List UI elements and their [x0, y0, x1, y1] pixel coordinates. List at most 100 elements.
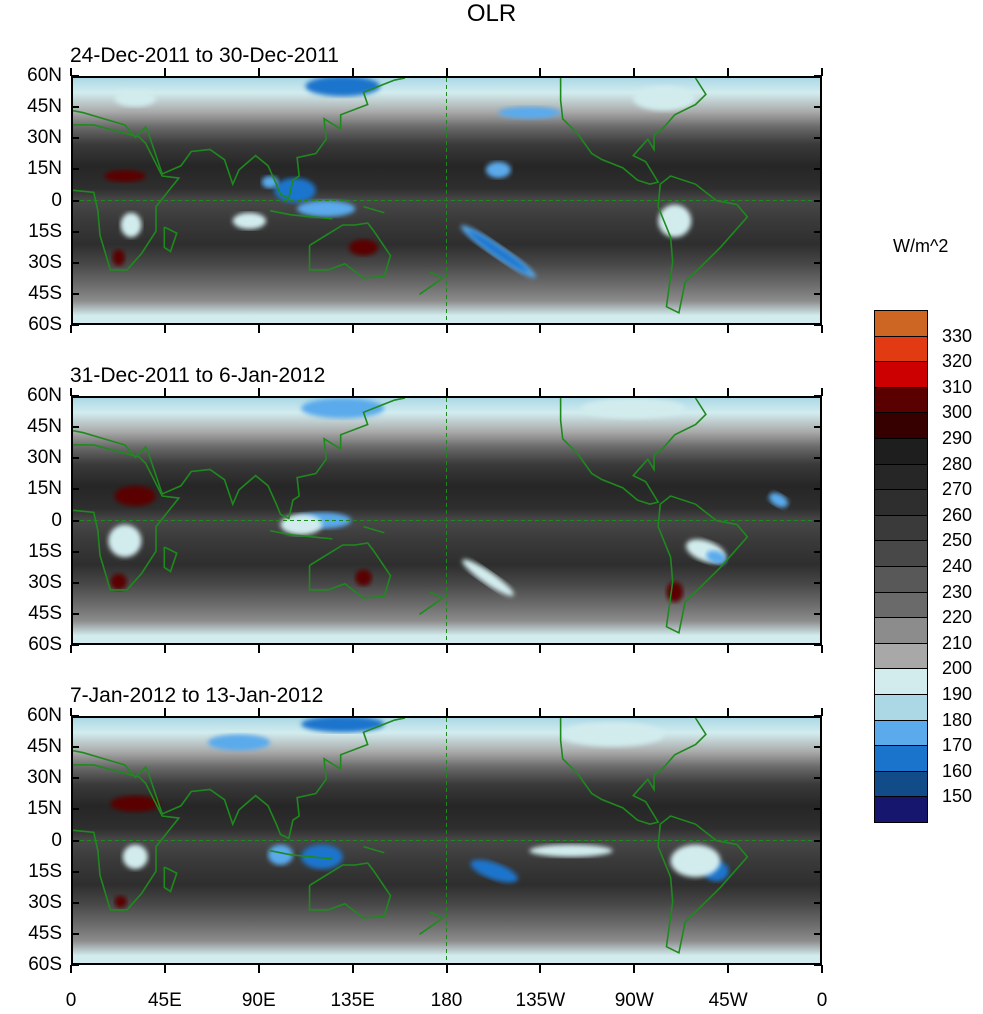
axis-tick: [445, 325, 448, 333]
axis-tick: [71, 839, 79, 842]
axis-tick: [71, 457, 79, 460]
axis-tick: [163, 965, 166, 973]
axis-tick: [814, 932, 822, 935]
colorbar-level-label: 160: [942, 760, 973, 781]
colorbar-swatch: [874, 310, 928, 337]
olr-contour-region: [470, 859, 518, 883]
latitude-label: 60N: [27, 385, 62, 406]
coastline: [73, 78, 405, 198]
olr-contour-region: [498, 106, 561, 119]
axis-tick: [814, 808, 822, 811]
axis-tick: [727, 325, 730, 333]
olr-map: [71, 396, 822, 645]
colorbar-level-label: 260: [942, 504, 973, 525]
colorbar-level-label: 320: [942, 351, 973, 372]
axis-tick: [163, 645, 166, 653]
axis-tick: [727, 965, 730, 973]
colorbar-swatch: [874, 719, 928, 747]
coastline: [364, 207, 385, 213]
colorbar-swatch: [874, 796, 928, 823]
axis-tick: [257, 708, 260, 716]
axis-tick: [71, 581, 79, 584]
axis-tick: [257, 965, 260, 973]
olr-contour-region: [560, 722, 665, 747]
coastline: [270, 531, 332, 539]
olr-contour-region: [268, 844, 293, 865]
axis-tick: [257, 325, 260, 333]
axis-tick: [814, 137, 822, 140]
axis-tick: [71, 488, 79, 491]
coastline: [310, 223, 391, 278]
axis-tick: [257, 645, 260, 653]
colorbar-level-label: 150: [942, 786, 973, 807]
axis-tick: [445, 68, 448, 76]
longitude-label: 135W: [515, 990, 566, 1011]
colorbar-level-label: 230: [942, 581, 973, 602]
colorbar-swatch: [874, 438, 928, 465]
axis-tick: [71, 932, 79, 935]
figure-title: OLR: [466, 0, 517, 27]
latitude-label: 45N: [27, 416, 62, 438]
axis-tick: [70, 965, 72, 973]
axis-tick: [814, 324, 822, 326]
longitude-label: 180: [430, 990, 463, 1011]
axis-tick: [821, 645, 823, 653]
axis-tick: [71, 550, 79, 553]
colorbar-swatch: [874, 335, 928, 363]
olr-contour-region: [114, 90, 156, 107]
longitude-label: 0: [65, 990, 77, 1011]
axis-tick: [351, 68, 354, 76]
axis-tick: [814, 488, 822, 491]
olr-contour-region: [104, 169, 146, 183]
longitude-label: 45E: [147, 990, 182, 1011]
latitude-label: 45S: [28, 282, 62, 304]
axis-tick: [814, 75, 822, 77]
coastline: [164, 227, 176, 252]
axis-tick: [445, 645, 448, 653]
axis-tick: [633, 68, 636, 76]
olr-contour-region: [122, 844, 148, 870]
latitude-label: 60N: [27, 705, 62, 726]
axis-tick: [71, 715, 79, 717]
olr-contour-region: [114, 895, 127, 908]
axis-tick: [71, 168, 79, 171]
axis-tick: [814, 644, 822, 646]
coastline: [658, 496, 747, 633]
olr-contour-region: [297, 200, 356, 217]
colorbar-swatch: [874, 361, 928, 388]
olr-contour-region: [207, 734, 271, 751]
colorbar-level-label: 180: [942, 709, 973, 730]
coastline: [420, 592, 443, 614]
axis-tick: [814, 292, 822, 295]
axis-tick: [539, 68, 542, 76]
coastline: [164, 547, 176, 572]
latitude-label: 30N: [27, 447, 62, 469]
latitude-label: 45S: [28, 922, 62, 944]
latitude-label: 15S: [28, 540, 62, 562]
olr-contour-region: [467, 230, 530, 273]
colorbar-level-label: 200: [942, 658, 973, 679]
coastline: [561, 398, 706, 504]
olr-contour-region: [348, 239, 379, 256]
coastline: [310, 543, 391, 598]
axis-tick: [814, 550, 822, 553]
latitude-label: 45N: [27, 736, 62, 758]
axis-tick: [727, 388, 730, 396]
axis-tick: [814, 199, 822, 202]
latitude-label: 0: [51, 829, 62, 851]
coastline: [310, 863, 391, 918]
latitude-label: 60S: [28, 634, 62, 655]
olr-contour-region: [485, 161, 511, 179]
axis-tick: [727, 645, 730, 653]
longitude-label: 45W: [708, 990, 748, 1011]
axis-tick: [539, 708, 542, 716]
colorbar-swatch: [874, 386, 928, 414]
colorbar-swatch: [874, 540, 928, 567]
colorbar-units: W/m^2: [893, 236, 949, 256]
axis-tick: [814, 746, 822, 749]
axis-tick: [71, 870, 79, 873]
axis-tick: [71, 292, 79, 295]
axis-tick: [539, 645, 542, 653]
coastline: [73, 718, 405, 838]
olr-contour-region: [462, 559, 514, 596]
